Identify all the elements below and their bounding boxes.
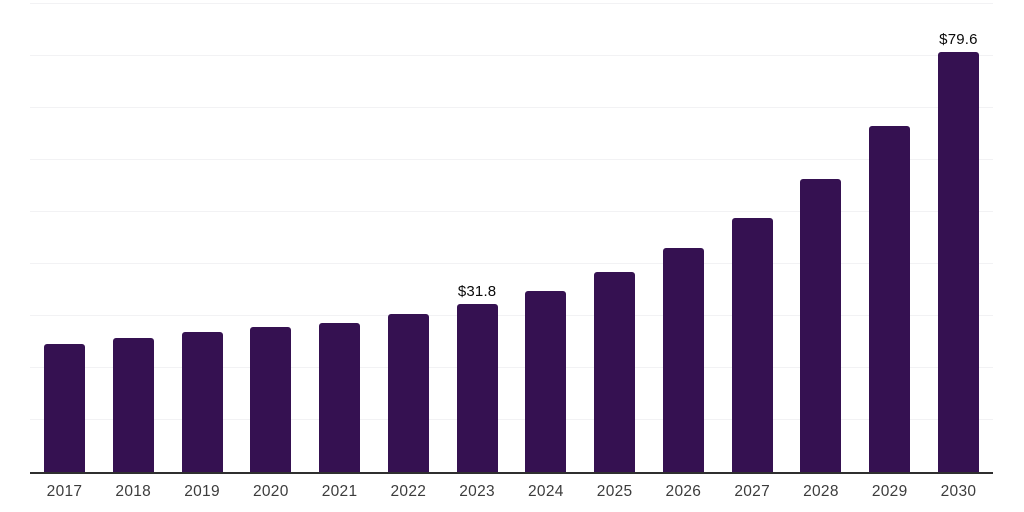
bar-column-2029 [869,126,911,472]
bar-2027 [731,218,773,472]
bar-value-label-2030: $79.6 [939,31,978,48]
x-tick-label: 2027 [734,483,770,500]
bar-column-2017 [44,344,85,472]
x-tick-2024: 2024 [525,483,566,501]
gridline [30,211,993,212]
gridline [30,367,993,368]
x-tick-2022: 2022 [388,483,429,501]
x-tick-label: 2029 [871,483,908,500]
x-tick-label: 2020 [252,483,289,500]
x-tick-label: 2028 [803,483,839,500]
x-tick-label: 2023 [459,483,495,500]
x-tick-label: 2021 [321,483,358,500]
x-tick-2018: 2018 [113,483,154,501]
bar-2017 [44,344,85,472]
bar-column-2021 [319,323,361,472]
gridline [30,419,993,420]
bar-column-2024 [525,291,567,472]
x-tick-label: 2017 [46,483,83,500]
x-tick-label: 2019 [184,483,220,500]
x-tick-2026: 2026 [663,483,704,501]
bar-2030 [937,52,979,472]
x-tick-2019: 2019 [182,483,223,501]
gridline [30,159,993,160]
x-tick-2027: 2027 [732,483,773,501]
x-tick-2025: 2025 [594,483,635,501]
bar-column-2022 [387,314,429,472]
bar-2021 [319,323,361,472]
gridline [30,107,993,108]
gridline [30,55,993,56]
bar-2029 [869,126,911,472]
x-tick-2030: 2030 [938,483,979,501]
x-tick-2029: 2029 [869,483,910,501]
bar-column-2026 [662,248,704,472]
bar-2024 [525,291,567,472]
x-tick-label: 2030 [940,483,977,500]
x-tick-label: 2024 [528,483,564,500]
bar-column-2027 [731,218,773,472]
x-tick-2023: 2023 [457,483,498,501]
x-tick-label: 2022 [390,483,427,500]
bar-2028 [800,179,842,472]
bar-column-2019 [181,332,223,472]
x-tick-2020: 2020 [250,483,291,501]
bar-2022 [387,314,429,472]
bar-column-2018 [112,338,154,472]
x-tick-2028: 2028 [800,483,841,501]
x-tick-label: 2025 [596,483,633,500]
bar-2019 [181,332,223,472]
gridline [30,3,993,4]
gridline [30,263,993,264]
bar-value-label-2023: $31.8 [457,283,497,300]
x-axis-labels: 2017 2018 2019 2020 2021 2022 2023 2024 2025 2026… [30,474,993,501]
bar-2018 [112,338,154,472]
bar-column-2028 [800,179,842,472]
bar-2026 [662,248,704,472]
bar-2025 [594,272,636,472]
bar-column-2025 [594,272,636,472]
bar-2023 [456,304,498,472]
bars-container: $31.8 $79.6 [30,32,993,472]
bar-2020 [250,327,292,472]
bar-column-2023: $31.8 [456,283,498,472]
plot-area: $31.8 $79.6 [30,0,993,474]
x-tick-2021: 2021 [319,483,360,501]
x-tick-label: 2026 [665,483,702,500]
gridline [30,315,993,316]
x-tick-2017: 2017 [44,483,85,501]
bar-column-2020 [250,327,292,472]
x-tick-label: 2018 [115,483,152,500]
bar-column-2030: $79.6 [937,31,979,472]
